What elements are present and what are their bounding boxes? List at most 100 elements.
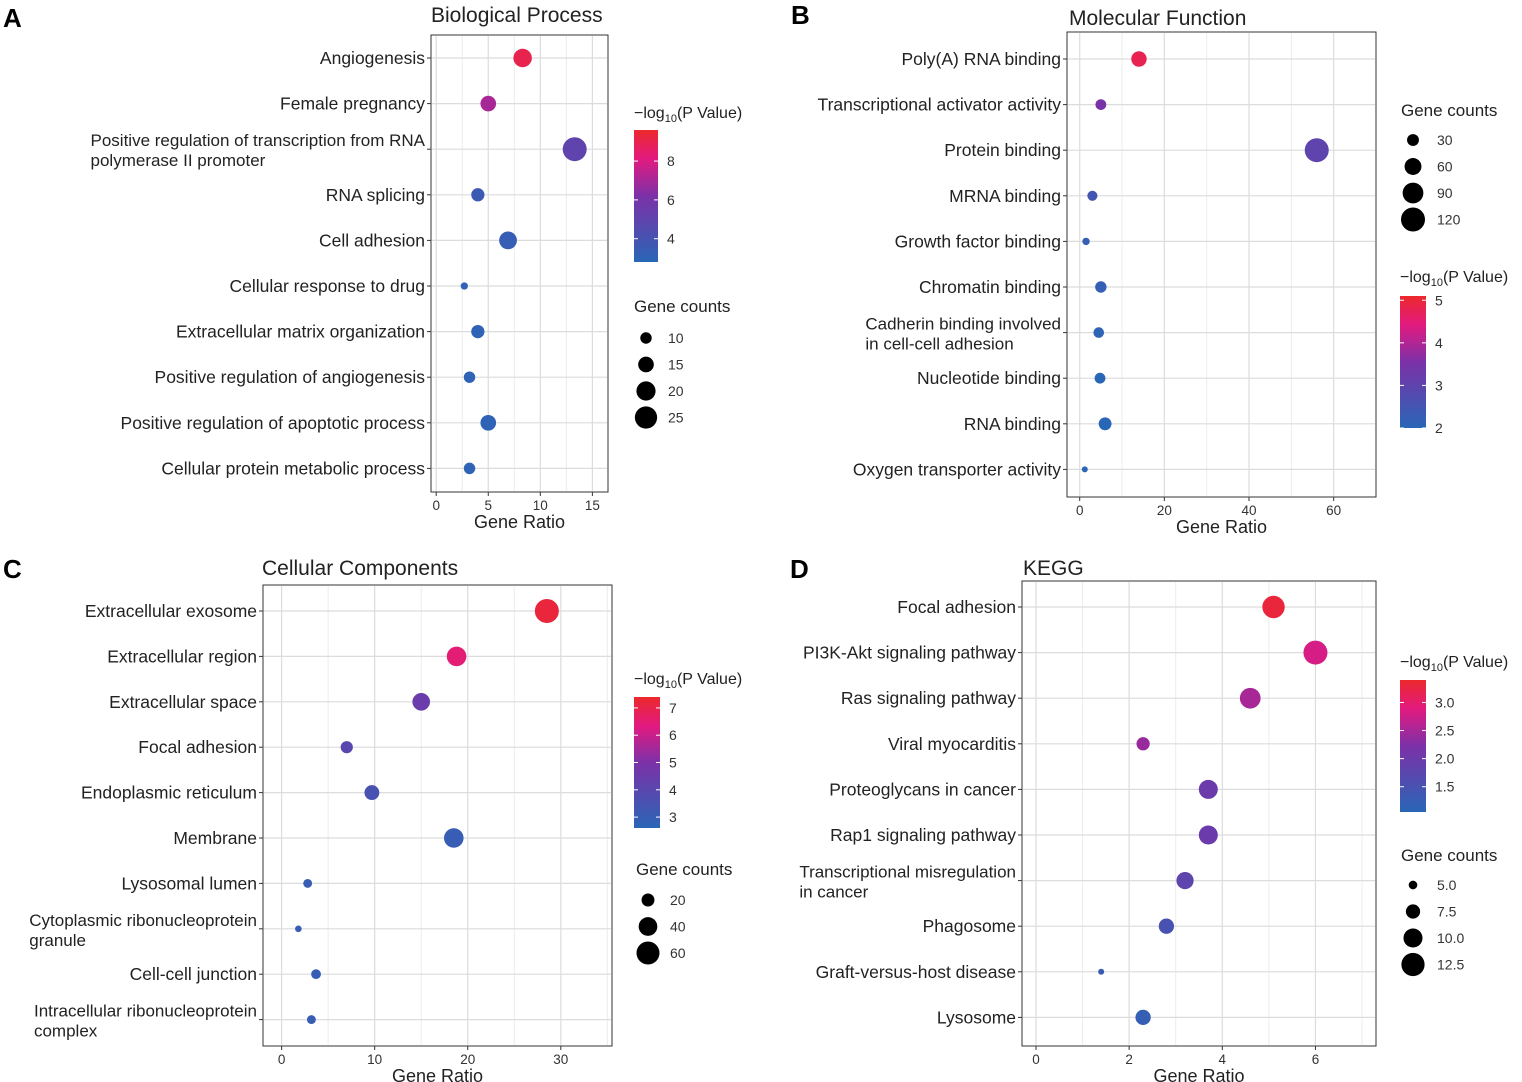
point-cell-cell-junction <box>311 969 321 980</box>
colorbar-title-suffix: (P Value) <box>677 671 742 688</box>
y-label: RNA splicing <box>326 185 425 205</box>
y-label: Nucleotide binding <box>917 368 1061 388</box>
y-label: Female pregnancy <box>280 94 425 114</box>
size-legend-dot <box>1401 952 1425 977</box>
colorbar-title-prefix: −log <box>1400 654 1431 671</box>
colorbar-tick-label: 1.5 <box>1435 779 1455 795</box>
panel-a: A Biological Process Angiogenesis Female pr… <box>3 3 742 532</box>
y-label: Extracellular exosome <box>85 601 257 621</box>
colorbar-tick-label: 2 <box>1435 420 1443 436</box>
size-legend-dot <box>1404 158 1422 175</box>
panel-letter: A <box>3 3 22 33</box>
colorbar-tick-label: 5 <box>669 755 677 771</box>
x-tick-label: 0 <box>432 498 440 513</box>
colorbar-title-prefix: −log <box>634 105 665 122</box>
point-cytoplasmic-ribonucleoprotein-granule <box>295 925 302 933</box>
colorbar-tick-label: 4 <box>669 782 677 798</box>
y-label: Cellular protein metabolic process <box>161 458 425 478</box>
colorbar-title: −log10(P Value) <box>634 105 742 125</box>
y-label: Viral myocarditis <box>888 734 1016 754</box>
colorbar-tick-label: 2.0 <box>1435 751 1455 767</box>
y-label: PI3K-Akt signaling pathway <box>803 643 1016 663</box>
panel-b: B Molecular Function Poly(A) RNA binding Tr… <box>791 0 1508 537</box>
y-label-line: in cancer <box>799 883 868 902</box>
point-endoplasmic-reticulum <box>364 785 380 801</box>
y-label: Cellular response to drug <box>229 276 425 296</box>
size-legend-label: 10.0 <box>1437 930 1464 946</box>
panel-letter: D <box>790 554 809 584</box>
point-ras-signaling-pathway <box>1239 687 1261 709</box>
colorbar-title-sub: 10 <box>665 113 677 125</box>
y-label: RNA binding <box>964 414 1061 434</box>
colorbar <box>634 697 660 828</box>
x-tick-label: 30 <box>553 1052 568 1067</box>
colorbar-tick-label: 4 <box>1435 335 1443 351</box>
colorbar-tick-label: 8 <box>667 153 675 169</box>
size-legend-label: 60 <box>1437 159 1453 175</box>
x-tick-label: 5 <box>485 498 493 513</box>
size-legend-label: 20 <box>668 383 684 399</box>
y-label-line: Transcriptional misregulation <box>799 863 1016 882</box>
colorbar-tick-label: 3.0 <box>1435 694 1455 710</box>
colorbar-tick-label: 6 <box>669 727 677 743</box>
y-label: Endoplasmic reticulum <box>81 783 257 803</box>
size-legend-dot <box>1408 880 1418 890</box>
size-legend-label: 60 <box>670 945 686 961</box>
colorbar-title-sub: 10 <box>1431 662 1443 674</box>
point-protein-binding <box>1304 138 1329 163</box>
x-tick-label: 2 <box>1125 1052 1133 1067</box>
x-tick-label: 15 <box>585 498 600 513</box>
colorbar-title: −log10(P Value) <box>634 671 742 691</box>
y-label: Extracellular matrix organization <box>176 322 425 342</box>
colorbar-title: −log10(P Value) <box>1400 654 1508 674</box>
y-label: Lysosomal lumen <box>121 873 257 893</box>
size-legend-label: 120 <box>1437 212 1461 228</box>
point-extracellular-matrix-organization <box>471 324 485 339</box>
y-label: Focal adhesion <box>897 597 1016 617</box>
point-poly-a-rna-binding <box>1131 51 1147 67</box>
y-label-line: Cadherin binding involved <box>865 315 1061 334</box>
size-legend-dot <box>636 381 656 401</box>
point-positive-regulation-of-angiogenesis <box>463 371 476 383</box>
point-rna-splicing <box>471 188 485 202</box>
y-label: Growth factor binding <box>895 231 1061 251</box>
point-extracellular-exosome <box>534 599 559 623</box>
point-graft-versus-host-disease <box>1098 968 1105 975</box>
size-legend-title: Gene counts <box>1401 846 1497 865</box>
x-tick-label: 10 <box>367 1052 382 1067</box>
size-legend-dot <box>1402 182 1424 204</box>
point-rap1-signaling-pathway <box>1198 825 1218 845</box>
y-label: Lysosome <box>937 1007 1016 1027</box>
colorbar-title-sub: 10 <box>1431 277 1443 289</box>
size-legend-dot <box>638 356 654 373</box>
size-legend-title: Gene counts <box>636 860 732 879</box>
y-label-line: polymerase II promoter <box>91 151 266 170</box>
colorbar-tick-label: 3 <box>669 809 677 825</box>
x-axis-label: Gene Ratio <box>1153 1066 1244 1082</box>
colorbar-tick-label: 7 <box>669 700 677 716</box>
point-pi3k-akt-signaling-pathway <box>1303 640 1328 665</box>
size-legend-title: Gene counts <box>634 297 730 316</box>
point-lysosomal-lumen <box>303 878 313 888</box>
x-tick-label: 0 <box>1032 1052 1040 1067</box>
y-label-line: granule <box>29 931 86 950</box>
size-legend-dot <box>1401 207 1425 232</box>
colorbar-title-suffix: (P Value) <box>1443 269 1508 286</box>
point-phagosome <box>1158 918 1175 934</box>
point-cellular-protein-metabolic-process <box>463 462 476 475</box>
size-legend-label: 90 <box>1437 185 1453 201</box>
x-tick-label: 0 <box>1076 503 1084 518</box>
y-label-line: in cell-cell adhesion <box>865 335 1013 354</box>
size-legend-label: 5.0 <box>1437 877 1457 893</box>
y-label-line: complex <box>34 1022 98 1041</box>
colorbar <box>1400 296 1426 428</box>
x-tick-label: 10 <box>533 498 548 513</box>
colorbar-title-prefix: −log <box>634 671 665 688</box>
panel-title: Cellular Components <box>262 557 458 580</box>
y-label: Cell adhesion <box>319 230 425 250</box>
point-cell-adhesion <box>499 231 517 250</box>
y-label: Intracellular ribonucleoprotein complex <box>34 1002 257 1041</box>
y-label: Angiogenesis <box>320 48 425 68</box>
point-female-pregnancy <box>480 95 497 112</box>
size-legend-dot <box>1405 904 1421 919</box>
